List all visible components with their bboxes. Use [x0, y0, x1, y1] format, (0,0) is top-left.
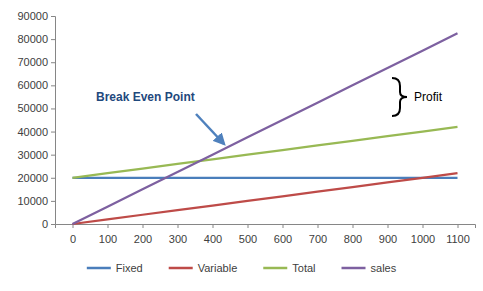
y-tick: 70000: [17, 56, 55, 68]
y-tick-mark: [51, 62, 55, 63]
x-axis-line: [56, 225, 476, 229]
x-tick-label: 400: [204, 233, 222, 245]
y-tick-mark: [51, 39, 55, 40]
x-tick: 500: [239, 224, 257, 245]
y-tick-label: 30000: [17, 149, 48, 161]
y-axis-line: [51, 17, 56, 225]
y-tick-mark: [51, 85, 55, 86]
x-tick-mark: [388, 224, 389, 228]
x-tick-mark: [143, 224, 144, 228]
x-tick: 1100: [446, 224, 470, 245]
y-tick: 40000: [17, 126, 55, 138]
series-line: [73, 177, 458, 179]
y-tick-label: 60000: [17, 79, 48, 91]
y-tick: 10000: [17, 195, 55, 207]
y-tick: 60000: [17, 79, 55, 91]
y-tick-label: 80000: [17, 33, 48, 45]
x-tick-mark: [318, 224, 319, 228]
legend-label: Total: [292, 262, 315, 274]
x-tick-label: 500: [239, 233, 257, 245]
x-axis: 0 100 200 300 400 500 600 700 800 900 1000 1100: [56, 224, 476, 245]
x-tick: 0: [70, 224, 76, 245]
legend-label: sales: [371, 262, 397, 274]
legend-item: Total: [263, 262, 315, 274]
x-tick-label: 900: [379, 233, 397, 245]
lines: [73, 33, 458, 224]
x-tick-mark: [213, 224, 214, 228]
legend: Fixed Variable Total sales: [87, 262, 397, 274]
series-line: [73, 127, 458, 178]
x-tick-label: 600: [274, 233, 292, 245]
y-tick-label: 70000: [17, 56, 48, 68]
y-tick-mark: [51, 201, 55, 202]
x-tick-mark: [178, 224, 179, 228]
x-tick-label: 200: [134, 233, 152, 245]
x-tick: 700: [309, 224, 327, 245]
x-tick: 900: [379, 224, 397, 245]
x-tick-label: 300: [169, 233, 187, 245]
x-tick-label: 100: [99, 233, 117, 245]
arrow: [196, 114, 224, 144]
y-tick: 50000: [17, 102, 55, 114]
plot: 0100002000030000400005000060000700008000…: [17, 10, 475, 245]
series-line: [73, 33, 458, 224]
y-tick-mark: [51, 155, 55, 156]
y-tick: 0: [42, 218, 55, 230]
x-tick: 400: [204, 224, 222, 245]
legend-item: Fixed: [87, 262, 143, 274]
legend-swatch: [87, 267, 111, 270]
y-tick-mark: [51, 224, 55, 225]
x-tick-mark: [248, 224, 249, 228]
series-line: [73, 173, 458, 224]
x-tick-mark: [283, 224, 284, 228]
legend-item: Variable: [169, 262, 238, 274]
chart: 0100002000030000400005000060000700008000…: [0, 0, 483, 291]
x-tick: 800: [344, 224, 362, 245]
x-tick-label: 1000: [411, 233, 435, 245]
y-tick-label: 20000: [17, 172, 48, 184]
y-tick-label: 10000: [17, 195, 48, 207]
x-tick: 600: [274, 224, 292, 245]
x-tick-label: 0: [70, 233, 76, 245]
y-tick-mark: [51, 108, 55, 109]
y-tick-label: 50000: [17, 102, 48, 114]
y-tick-label: 40000: [17, 126, 48, 138]
legend-swatch: [342, 267, 366, 270]
legend-label: Fixed: [116, 262, 143, 274]
y-tick: 80000: [17, 33, 55, 45]
y-axis: 0 10000 20000 30000 40000 50000 60000 70000 8000…: [17, 10, 55, 230]
y-tick-label: 90000: [17, 10, 48, 22]
x-tick-mark: [108, 224, 109, 228]
y-tick-mark: [51, 16, 55, 17]
x-tick: 200: [134, 224, 152, 245]
brace: [392, 78, 407, 116]
x-tick: 1000: [411, 224, 435, 245]
x-tick-mark: [423, 224, 424, 228]
x-tick: 100: [99, 224, 117, 245]
x-tick-label: 800: [344, 233, 362, 245]
legend-swatch: [263, 267, 287, 270]
legend-label: Variable: [198, 262, 238, 274]
y-tick: 90000: [17, 10, 55, 22]
annotation: Profit: [414, 90, 443, 104]
x-tick: 300: [169, 224, 187, 245]
y-tick: 20000: [17, 172, 55, 184]
y-tick-mark: [51, 132, 55, 133]
legend-item: sales: [342, 262, 397, 274]
y-tick-label: 0: [42, 218, 48, 230]
x-tick-label: 700: [309, 233, 327, 245]
legend-swatch: [169, 267, 193, 270]
x-tick-mark: [458, 224, 459, 228]
annotations: Break Even Point Profit: [96, 78, 443, 144]
annotation: Break Even Point: [96, 90, 195, 104]
x-tick-label: 1100: [446, 233, 470, 245]
y-tick: 30000: [17, 149, 55, 161]
x-tick-mark: [353, 224, 354, 228]
y-tick-mark: [51, 178, 55, 179]
